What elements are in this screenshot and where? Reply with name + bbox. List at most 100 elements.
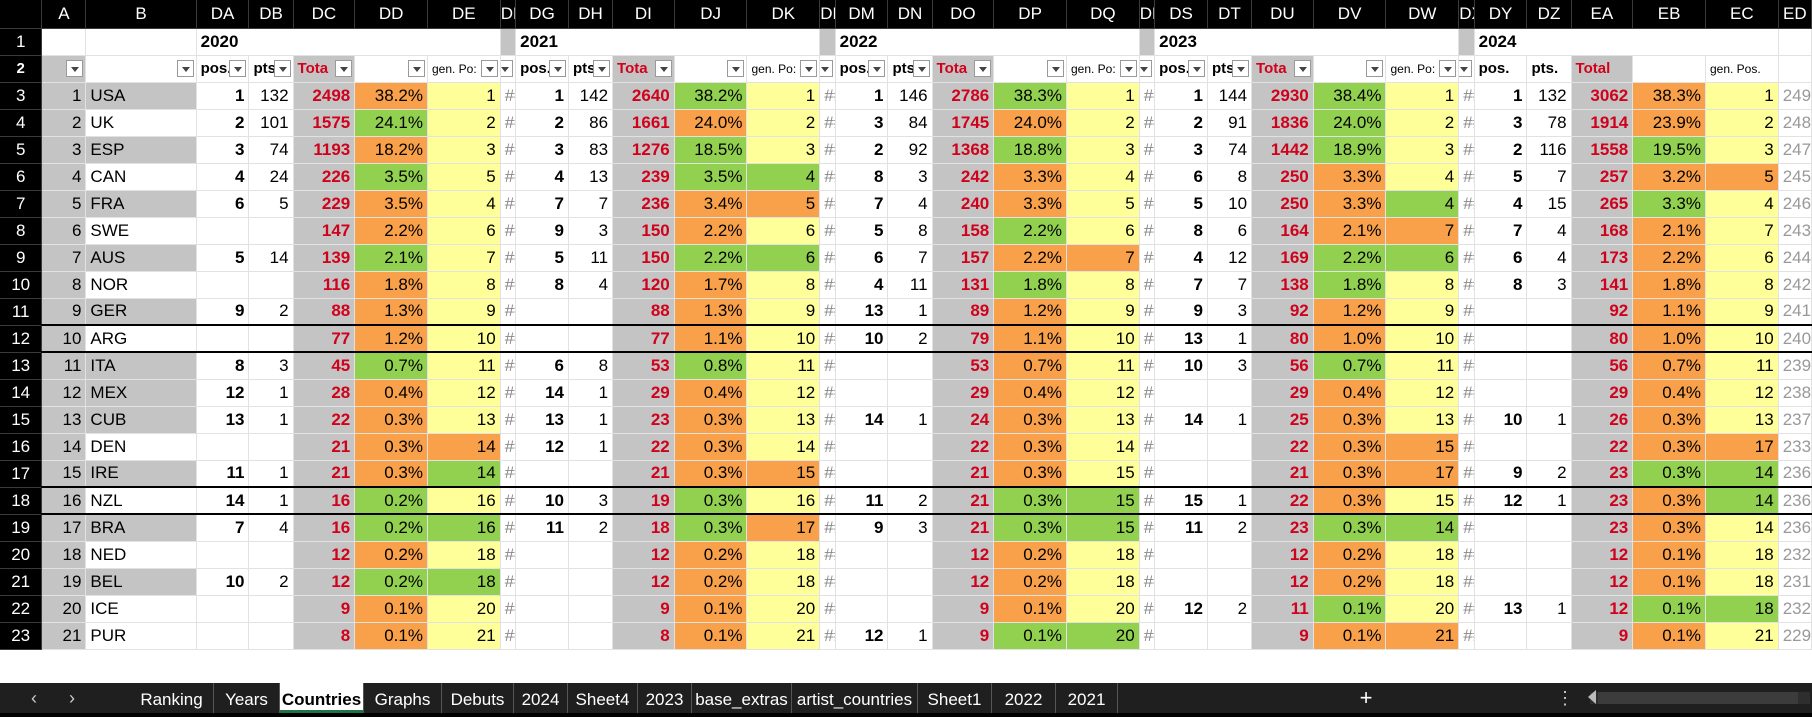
general-position-cell[interactable]: 12 — [1385, 379, 1460, 407]
total-cell[interactable]: 1442 — [1251, 136, 1314, 164]
overflow-value-cell[interactable]: 236 — [1778, 514, 1812, 542]
points-cell[interactable]: 4 — [568, 271, 614, 299]
rank-cell[interactable]: 15 — [41, 460, 87, 488]
points-cell[interactable]: 1 — [1207, 487, 1253, 515]
position-cell[interactable] — [1474, 379, 1528, 407]
points-cell[interactable]: 116 — [1526, 136, 1572, 164]
sheet-tab-countries[interactable]: Countries — [280, 683, 364, 713]
general-position-cell[interactable]: 18 — [1385, 568, 1460, 596]
column-header[interactable]: DO — [932, 0, 995, 29]
position-cell[interactable]: 2 — [835, 136, 889, 164]
column-header[interactable]: DN — [887, 0, 933, 29]
row-header[interactable]: 2 — [0, 55, 43, 83]
percent-cell[interactable]: 1.7% — [674, 271, 748, 299]
filter-dropdown-button[interactable] — [912, 59, 930, 77]
percent-cell[interactable]: 0.3% — [1632, 406, 1706, 434]
percent-cell[interactable]: 0.7% — [1632, 352, 1706, 380]
total-cell[interactable]: 250 — [1251, 190, 1314, 218]
points-cell[interactable] — [248, 541, 294, 569]
total-cell[interactable]: 80 — [1251, 325, 1314, 353]
total-cell[interactable]: 229 — [293, 190, 356, 218]
general-position-cell[interactable]: 15 — [1066, 487, 1140, 515]
percent-cell[interactable]: 1.0% — [1632, 325, 1706, 353]
country-cell[interactable]: ICE — [85, 595, 197, 623]
general-position-cell[interactable]: 14 — [1705, 487, 1779, 515]
general-position-cell[interactable]: 10 — [746, 325, 821, 353]
overflow-value-cell[interactable]: 236 — [1778, 460, 1812, 488]
general-position-cell[interactable]: 2 — [1385, 109, 1460, 137]
total-cell[interactable]: 21 — [293, 433, 356, 461]
percent-cell[interactable]: 0.3% — [674, 487, 748, 515]
position-cell[interactable] — [515, 325, 569, 353]
filter-header-cell[interactable]: pts — [887, 55, 933, 83]
general-position-cell[interactable]: 3 — [427, 136, 501, 164]
position-cell[interactable]: 11 — [1154, 514, 1208, 542]
column-header[interactable]: DZ — [1526, 0, 1572, 29]
sheet-tab-ranking[interactable]: Ranking — [130, 683, 214, 713]
total-cell[interactable]: 257 — [1571, 163, 1634, 191]
overflow-cell[interactable]: ## — [819, 217, 836, 245]
position-cell[interactable]: 1 — [1154, 82, 1208, 110]
overflow-value-cell[interactable]: 248 — [1778, 109, 1812, 137]
points-cell[interactable]: 144 — [1207, 82, 1253, 110]
general-position-cell[interactable]: 4 — [1066, 163, 1140, 191]
percent-cell[interactable]: 1.2% — [1313, 298, 1387, 326]
percent-cell[interactable]: 38.3% — [993, 82, 1067, 110]
filter-dropdown-button[interactable] — [273, 59, 291, 77]
filter-dropdown-button[interactable] — [229, 59, 247, 77]
scroll-left-icon[interactable] — [1588, 690, 1596, 704]
general-position-cell[interactable]: 15 — [1066, 514, 1140, 542]
total-cell[interactable]: 80 — [1571, 325, 1634, 353]
percent-cell[interactable]: 24.1% — [354, 109, 428, 137]
percent-cell[interactable]: 1.8% — [1632, 271, 1706, 299]
rank-cell[interactable]: 13 — [41, 406, 87, 434]
overflow-cell[interactable]: ## — [1139, 622, 1156, 650]
overflow-value-cell[interactable]: 233 — [1778, 433, 1812, 461]
overflow-cell[interactable]: ## — [500, 109, 517, 137]
position-cell[interactable] — [1474, 514, 1528, 542]
column-header[interactable]: DC — [293, 0, 356, 29]
position-cell[interactable]: 3 — [835, 109, 889, 137]
general-position-cell[interactable]: 16 — [427, 487, 501, 515]
overflow-value-cell[interactable]: 231 — [1778, 568, 1812, 596]
filter-header-cell[interactable] — [1778, 55, 1812, 83]
position-cell[interactable] — [1154, 541, 1208, 569]
percent-cell[interactable]: 3.3% — [1313, 190, 1387, 218]
overflow-cell[interactable]: ## — [819, 298, 836, 326]
general-position-cell[interactable]: 16 — [427, 514, 501, 542]
total-cell[interactable]: 21 — [293, 460, 356, 488]
filter-dropdown-button[interactable] — [1046, 59, 1064, 77]
rank-cell[interactable]: 7 — [41, 244, 87, 272]
percent-cell[interactable]: 0.2% — [354, 541, 428, 569]
position-cell[interactable]: 10 — [1154, 352, 1208, 380]
points-cell[interactable] — [887, 379, 933, 407]
position-cell[interactable]: 4 — [196, 163, 250, 191]
overflow-cell[interactable]: ## — [500, 271, 517, 299]
points-cell[interactable]: 92 — [887, 136, 933, 164]
general-position-cell[interactable]: 10 — [1066, 325, 1140, 353]
total-cell[interactable]: 24 — [932, 406, 995, 434]
position-cell[interactable]: 11 — [515, 514, 569, 542]
overflow-value-cell[interactable]: 243 — [1778, 217, 1812, 245]
points-cell[interactable]: 83 — [568, 136, 614, 164]
points-cell[interactable]: 2 — [1207, 514, 1253, 542]
rank-cell[interactable]: 18 — [41, 541, 87, 569]
percent-cell[interactable]: 18.5% — [674, 136, 748, 164]
points-cell[interactable]: 3 — [887, 163, 933, 191]
general-position-cell[interactable]: 12 — [427, 379, 501, 407]
points-cell[interactable]: 4 — [248, 514, 294, 542]
general-position-cell[interactable]: 14 — [427, 433, 501, 461]
percent-cell[interactable]: 0.4% — [1313, 379, 1387, 407]
overflow-cell[interactable]: ## — [1458, 163, 1475, 191]
overflow-cell[interactable]: ## — [500, 163, 517, 191]
points-cell[interactable]: 2 — [248, 568, 294, 596]
overflow-cell[interactable]: ## — [819, 568, 836, 596]
total-cell[interactable]: 11 — [1251, 595, 1314, 623]
rank-cell[interactable]: 3 — [41, 136, 87, 164]
filter-header-cell[interactable]: gen. Po: — [427, 55, 501, 83]
position-cell[interactable]: 15 — [1154, 487, 1208, 515]
points-cell[interactable]: 7 — [568, 190, 614, 218]
row-header[interactable]: 23 — [0, 622, 43, 650]
position-cell[interactable] — [196, 622, 250, 650]
total-cell[interactable]: 29 — [612, 379, 675, 407]
